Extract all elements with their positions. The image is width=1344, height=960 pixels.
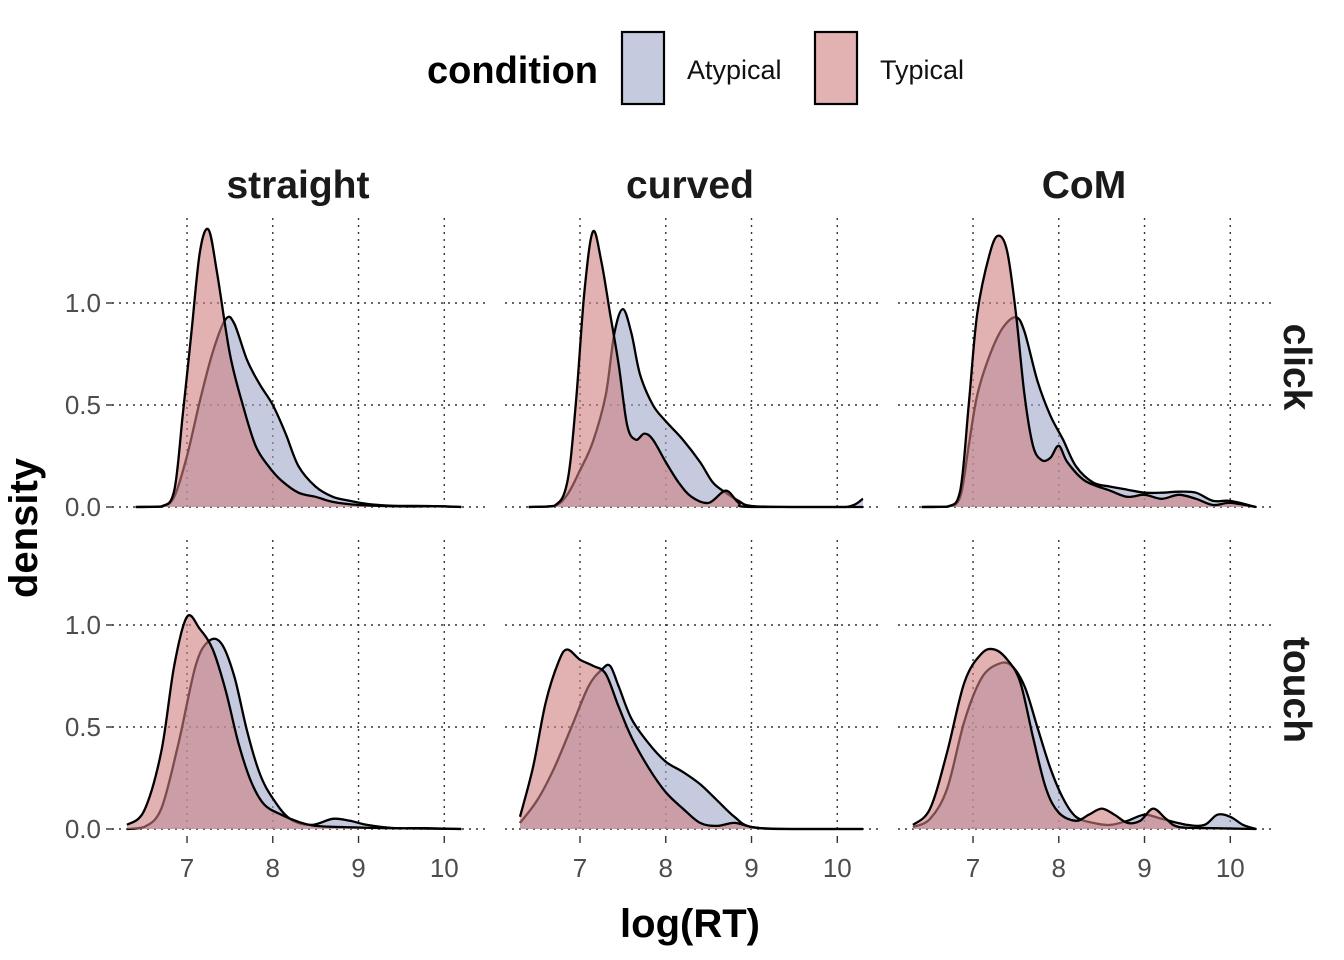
x-axis-title: log(RT)	[620, 902, 760, 946]
x-tick-label: 8	[659, 853, 673, 883]
density-area-typical	[921, 235, 1256, 507]
x-tick-label: 10	[1216, 853, 1245, 883]
legend-label-atypical: Atypical	[687, 55, 782, 85]
legend: condition Atypical Typical	[427, 30, 964, 106]
x-axis: 7 8 9 10 7 8 9 10 7 8 9 10	[180, 836, 1245, 883]
legend-title: condition	[427, 50, 598, 92]
x-tick-label: 9	[744, 853, 758, 883]
strip-row-touch: touch	[1275, 637, 1318, 743]
panel-curved-click	[505, 218, 878, 509]
strip-col-straight: straight	[226, 164, 369, 207]
strip-row-click: click	[1275, 324, 1318, 411]
x-tick-label: 7	[966, 853, 980, 883]
density-area-typical	[127, 615, 462, 829]
panel-straight-click	[112, 218, 485, 509]
panel-com-click	[898, 218, 1271, 509]
panel-curved-touch	[505, 540, 878, 831]
y-axis-title: density	[2, 457, 46, 598]
x-tick-label: 9	[1137, 853, 1151, 883]
density-line-typical	[912, 647, 1257, 831]
x-tick-label: 8	[266, 853, 280, 883]
strip-col-curved: curved	[626, 164, 754, 207]
density-line-typical	[135, 227, 462, 509]
density-area-typical	[913, 648, 1256, 829]
y-tick-label: 0.0	[65, 814, 101, 844]
density-line-typical	[921, 234, 1257, 509]
panel-straight-touch	[112, 540, 485, 831]
density-area-typical	[520, 649, 863, 829]
legend-key-typical	[813, 30, 859, 106]
legend-key-atypical	[620, 30, 666, 106]
density-line-typical	[126, 614, 462, 831]
x-tick-label: 7	[573, 853, 587, 883]
x-tick-label: 7	[180, 853, 194, 883]
y-tick-label: 1.0	[65, 610, 101, 640]
y-tick-label: 0.0	[65, 492, 101, 522]
x-tick-label: 9	[351, 853, 365, 883]
density-line-typical	[518, 648, 863, 831]
y-tick-label: 0.5	[65, 390, 101, 420]
legend-label-typical: Typical	[880, 55, 964, 85]
x-tick-label: 10	[823, 853, 852, 883]
strip-col-com: CoM	[1042, 164, 1126, 207]
density-area-typical	[528, 230, 863, 508]
density-area-typical	[135, 228, 462, 508]
x-tick-label: 8	[1052, 853, 1066, 883]
y-axis: 0.0 0.5 1.0 0.0 0.5 1.0	[65, 288, 113, 844]
y-tick-label: 1.0	[65, 288, 101, 318]
density-line-typical	[528, 229, 864, 509]
x-tick-label: 10	[430, 853, 459, 883]
facet-panels	[112, 218, 1271, 831]
facet-strips: straight curved CoM click touch	[226, 164, 1318, 743]
y-tick-label: 0.5	[65, 712, 101, 742]
panel-com-touch	[898, 540, 1271, 831]
